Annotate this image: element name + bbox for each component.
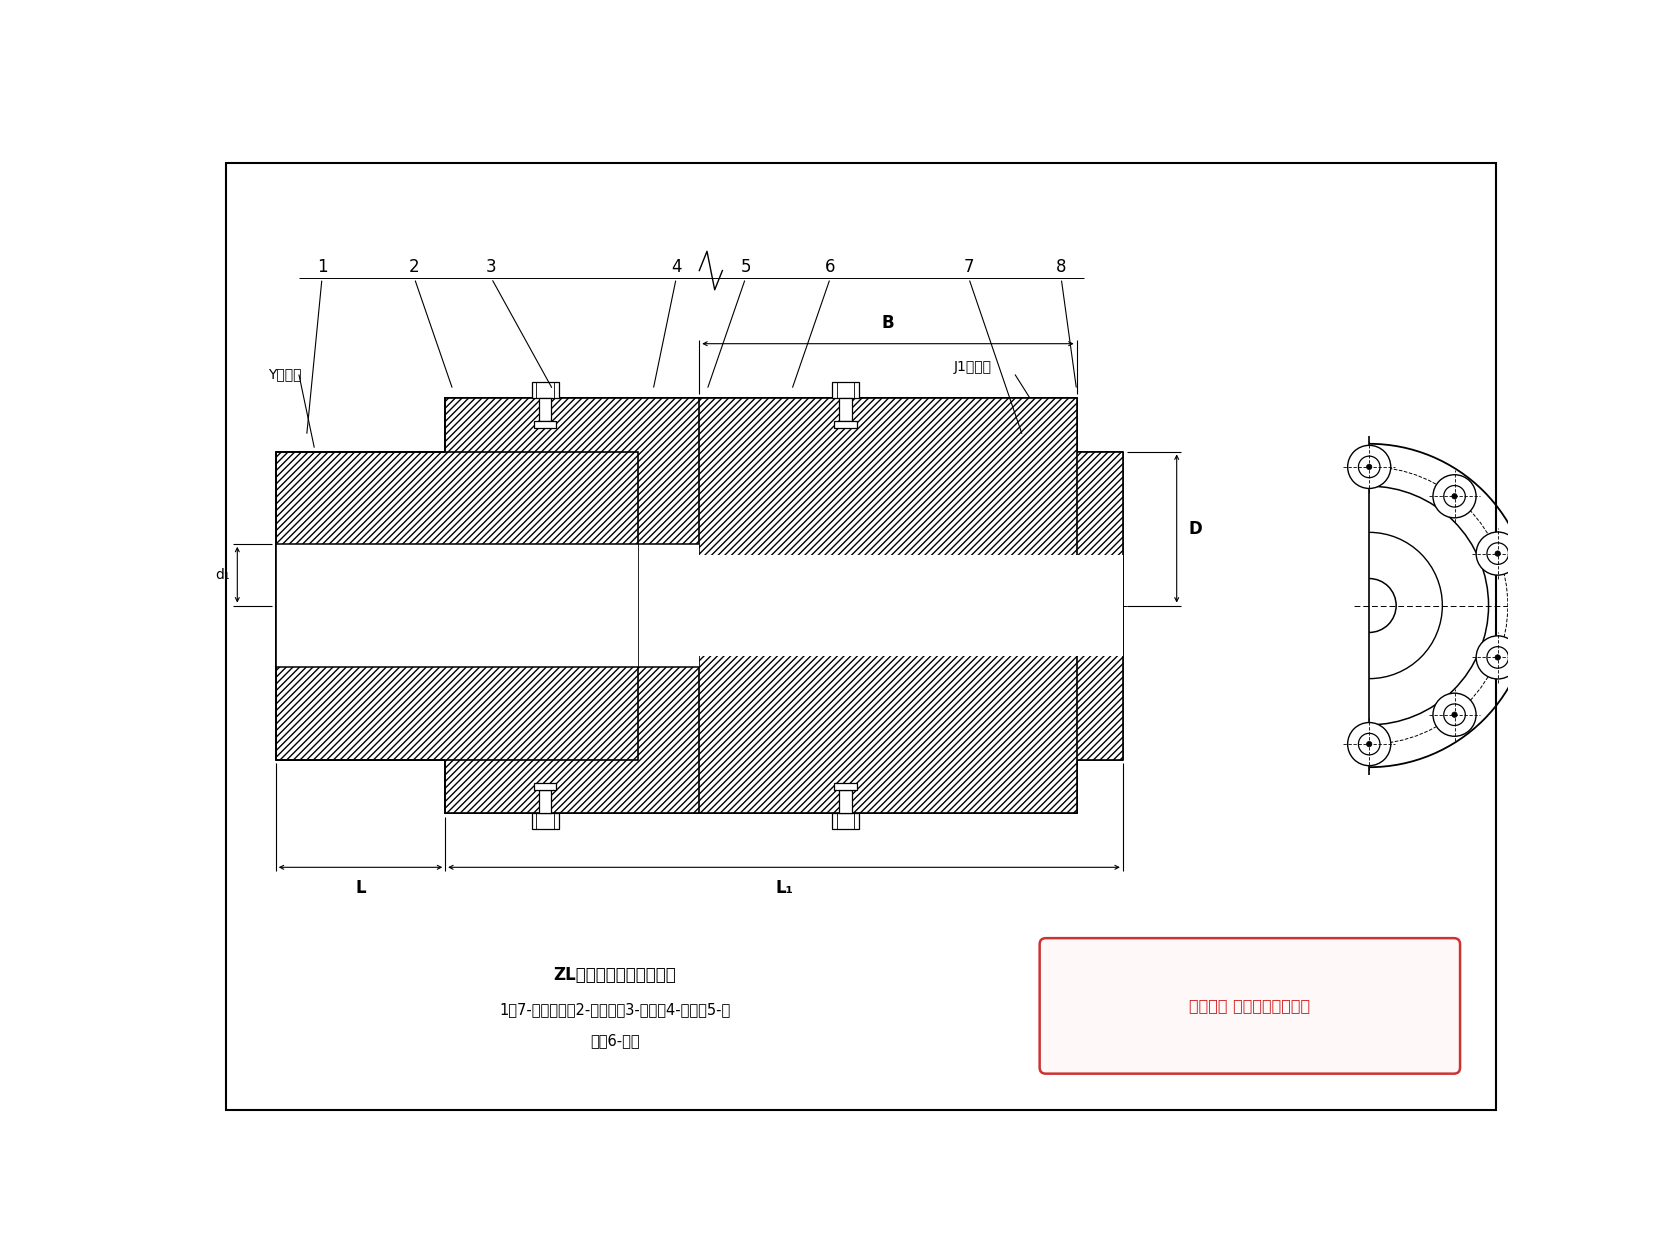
Circle shape [1359, 733, 1379, 755]
Bar [276, 451, 638, 760]
Bar [832, 382, 858, 398]
Text: 2: 2 [410, 258, 420, 276]
Text: Y型轴孔: Y型轴孔 [269, 368, 302, 382]
Bar [445, 398, 699, 814]
Circle shape [1452, 494, 1457, 499]
Text: 3: 3 [486, 258, 497, 276]
Bar [539, 398, 551, 421]
Bar [835, 782, 857, 790]
Text: J1型轴孔: J1型轴孔 [954, 360, 991, 374]
Circle shape [1477, 636, 1519, 679]
Text: d₂: d₂ [1100, 573, 1114, 587]
Bar [276, 451, 638, 760]
Text: B: B [882, 314, 894, 333]
Circle shape [1359, 456, 1379, 478]
Bar [840, 790, 852, 814]
Text: L: L [354, 879, 366, 897]
Circle shape [1477, 532, 1519, 575]
Bar [533, 382, 559, 398]
Bar [276, 544, 638, 667]
Bar [835, 421, 857, 428]
Bar [445, 398, 699, 814]
Bar [445, 544, 699, 667]
Bar [638, 556, 1122, 655]
Circle shape [1347, 445, 1391, 489]
Circle shape [1443, 704, 1465, 726]
Bar [840, 398, 852, 421]
Bar [832, 814, 858, 829]
Circle shape [1347, 722, 1391, 766]
Text: L₁: L₁ [774, 879, 793, 897]
Bar [445, 398, 1077, 814]
Circle shape [1495, 655, 1500, 660]
Bar [445, 544, 699, 667]
Bar [638, 451, 1122, 760]
Circle shape [1443, 485, 1465, 507]
Text: 5: 5 [741, 258, 751, 276]
Text: 1: 1 [318, 258, 328, 276]
Circle shape [1452, 712, 1457, 717]
Circle shape [1366, 464, 1373, 470]
Text: 6: 6 [825, 258, 835, 276]
Text: 栓；6-垫圈: 栓；6-垫圈 [590, 1033, 640, 1048]
Text: ZL型弹性柱销齿式联轴器: ZL型弹性柱销齿式联轴器 [553, 966, 675, 984]
Text: 1、7-半联轴器；2-外挡板；3-外套；4-柱销；5-螺: 1、7-半联轴器；2-外挡板；3-外套；4-柱销；5-螺 [499, 1002, 731, 1017]
Bar [534, 421, 556, 428]
Circle shape [1433, 693, 1477, 736]
Circle shape [1487, 543, 1509, 564]
Text: D: D [1188, 519, 1201, 538]
Text: Riokee: Riokee [633, 563, 843, 617]
Circle shape [1495, 551, 1500, 556]
Text: 8: 8 [1057, 258, 1067, 276]
Circle shape [1433, 475, 1477, 518]
Bar [533, 814, 559, 829]
Text: 版权所有 侵权必被严厉追究: 版权所有 侵权必被严厉追究 [1189, 998, 1310, 1013]
Bar [534, 782, 556, 790]
Bar [539, 790, 551, 814]
FancyBboxPatch shape [1040, 939, 1460, 1074]
Bar [638, 398, 1077, 814]
Circle shape [1366, 741, 1373, 747]
Bar [276, 544, 638, 667]
Text: d₁: d₁ [215, 568, 230, 582]
Text: 4: 4 [670, 258, 682, 276]
Text: 7: 7 [964, 258, 974, 276]
Circle shape [1487, 646, 1509, 668]
